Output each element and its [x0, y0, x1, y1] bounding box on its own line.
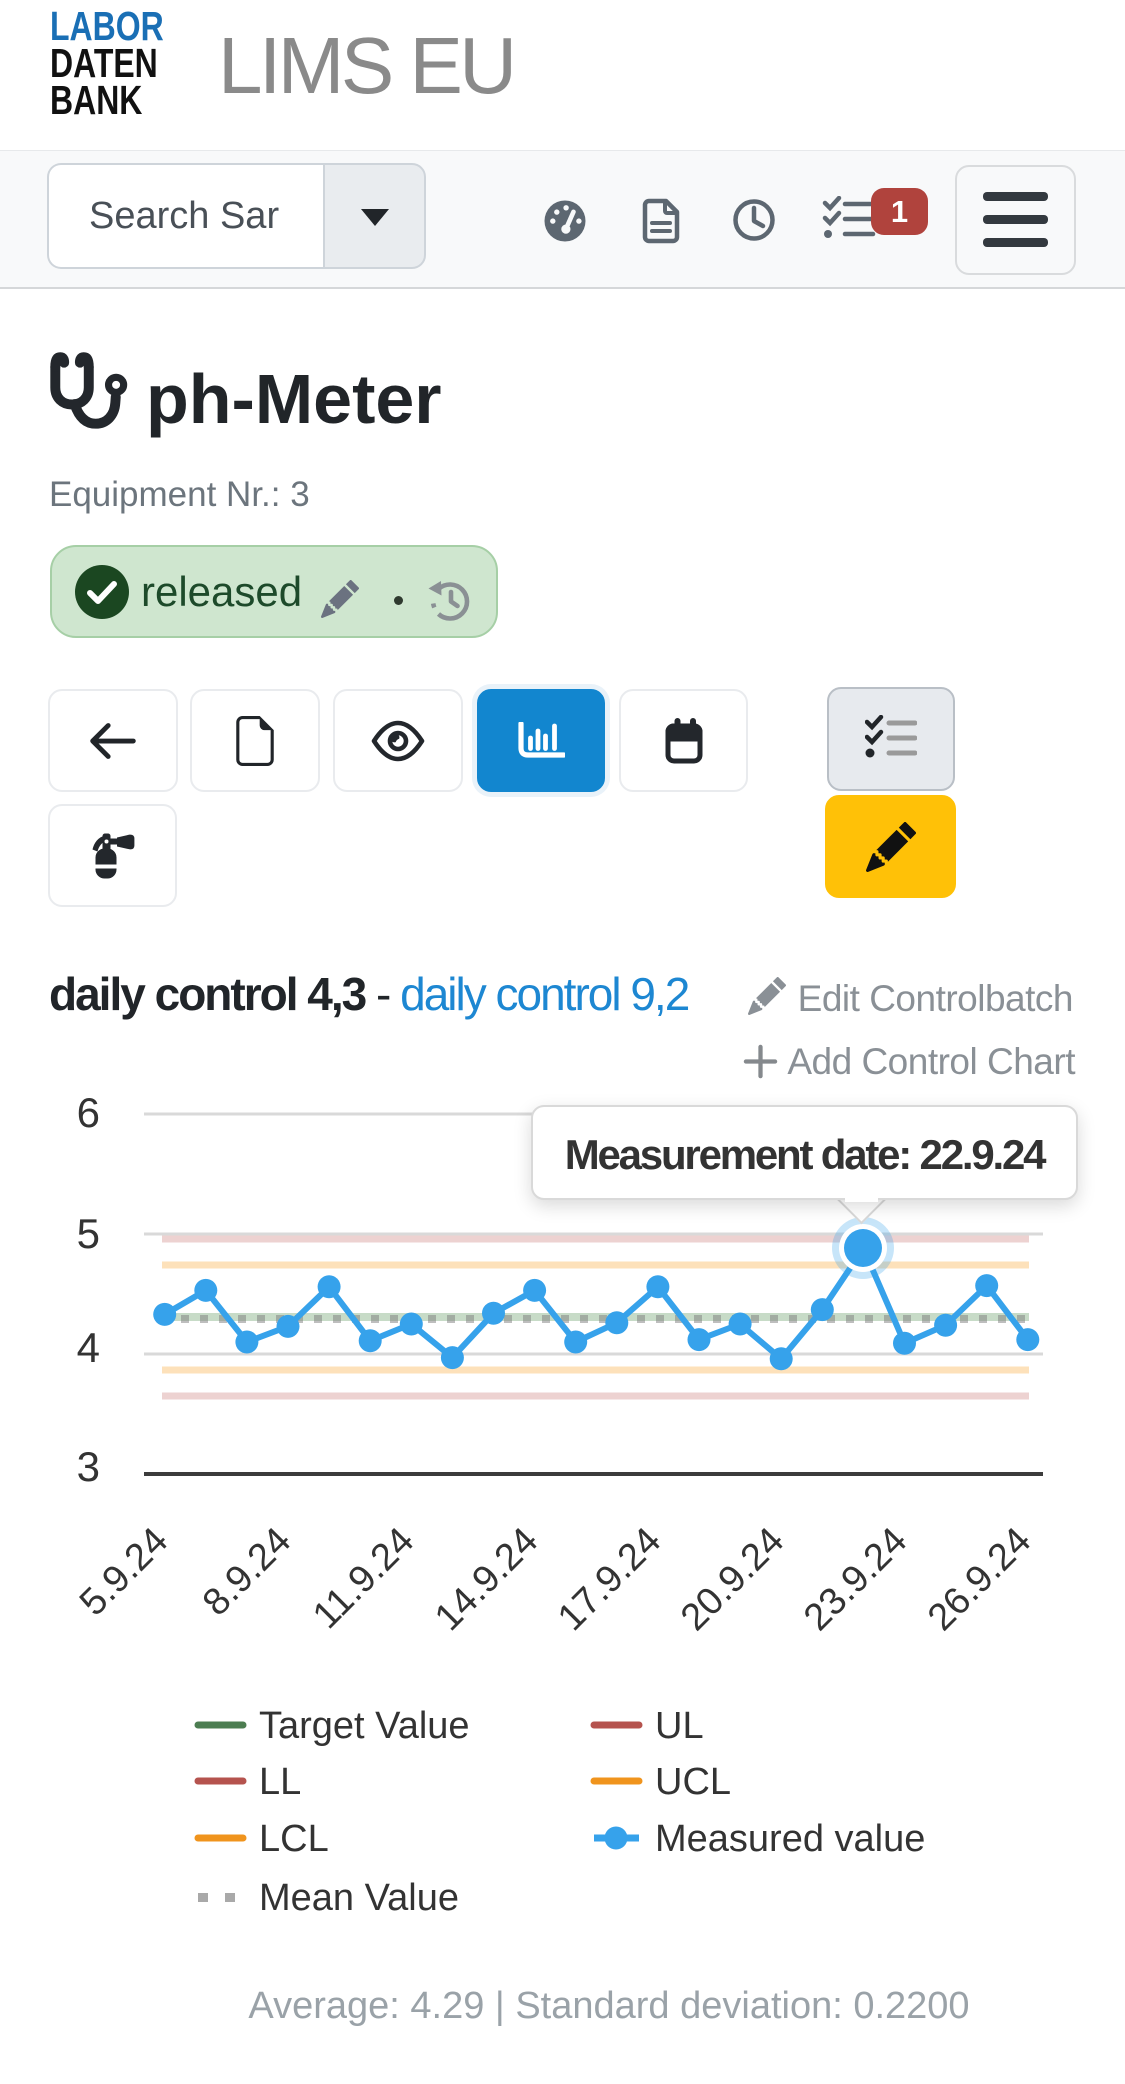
svg-text:Measured value: Measured value	[655, 1818, 925, 1860]
svg-text:8.9.24: 8.9.24	[195, 1520, 299, 1624]
svg-text:6: 6	[77, 1089, 100, 1136]
svg-text:LL: LL	[259, 1761, 301, 1803]
svg-text:5.9.24: 5.9.24	[72, 1520, 176, 1624]
svg-text:3: 3	[77, 1443, 100, 1490]
svg-text:14.9.24: 14.9.24	[427, 1520, 546, 1639]
svg-text:5: 5	[77, 1210, 100, 1257]
svg-text:11.9.24: 11.9.24	[305, 1520, 422, 1637]
svg-text:UL: UL	[655, 1705, 704, 1747]
svg-text:20.9.24: 20.9.24	[673, 1520, 792, 1639]
svg-text:Mean Value: Mean Value	[259, 1877, 459, 1919]
svg-text:UCL: UCL	[655, 1761, 731, 1803]
svg-text:LCL: LCL	[259, 1818, 329, 1860]
svg-text:Target Value: Target Value	[259, 1705, 470, 1747]
svg-text:4: 4	[77, 1324, 100, 1371]
svg-text:23.9.24: 23.9.24	[796, 1520, 915, 1639]
svg-text:26.9.24: 26.9.24	[920, 1520, 1039, 1639]
svg-text:17.9.24: 17.9.24	[550, 1520, 669, 1639]
